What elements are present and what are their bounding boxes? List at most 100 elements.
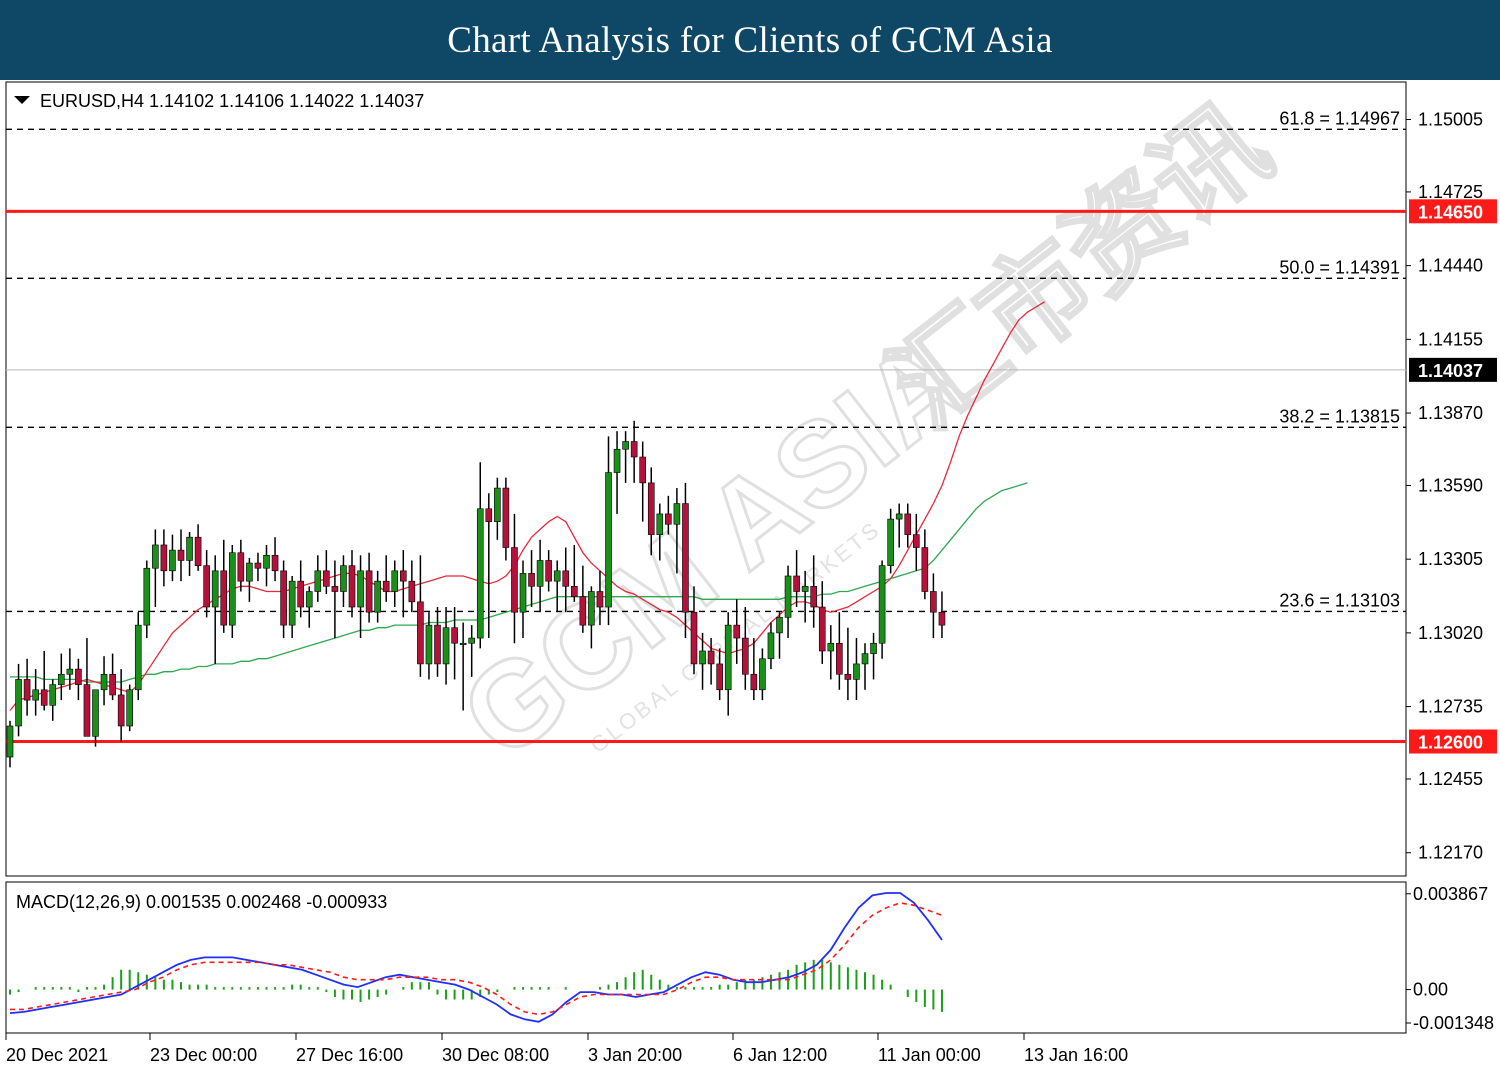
candle-body bbox=[921, 547, 929, 592]
price-layer: 61.8 = 1.14967 50.0 = 1.14391 38.2 = 1.138… bbox=[6, 108, 1406, 768]
candle-body bbox=[254, 562, 262, 569]
candle-body bbox=[399, 570, 407, 582]
candle-body bbox=[417, 601, 424, 665]
y-tick-label: 1.13020 bbox=[1418, 623, 1483, 643]
candle bbox=[442, 607, 450, 685]
candle-body bbox=[57, 673, 65, 685]
candle-body bbox=[861, 653, 869, 665]
candle-body bbox=[656, 513, 664, 535]
candle-body bbox=[365, 570, 373, 613]
fib-label-38.2: 38.2 = 1.13815 bbox=[1279, 406, 1400, 426]
candle bbox=[528, 550, 535, 608]
candle-body bbox=[716, 663, 723, 691]
support-tag-label: 1.12600 bbox=[1418, 733, 1483, 753]
candle-body bbox=[836, 642, 843, 675]
candle-body bbox=[750, 673, 758, 691]
candle bbox=[357, 555, 364, 639]
candle-body bbox=[382, 580, 390, 592]
fib-label-50.0: 50.0 = 1.14391 bbox=[1279, 257, 1400, 277]
x-tick-label: 3 Jan 20:00 bbox=[588, 1045, 682, 1065]
candle-body bbox=[6, 725, 14, 758]
candle bbox=[502, 477, 510, 561]
ma-slow-line bbox=[10, 482, 1028, 683]
candle-body bbox=[348, 565, 356, 608]
ma-fast-line bbox=[9, 301, 1045, 711]
candle-body bbox=[887, 518, 894, 566]
candle bbox=[921, 529, 929, 600]
candle bbox=[630, 420, 638, 483]
candle bbox=[570, 544, 578, 602]
candle bbox=[399, 550, 407, 618]
candle-body bbox=[49, 684, 57, 706]
candle-body bbox=[767, 632, 775, 660]
macd-line bbox=[9, 892, 943, 1023]
resistance-tag bbox=[1409, 199, 1497, 224]
y-tick-label: 1.13590 bbox=[1418, 475, 1483, 495]
current-price-tag-label: 1.14037 bbox=[1418, 361, 1483, 381]
candle bbox=[323, 550, 330, 595]
candle bbox=[340, 555, 347, 608]
candle bbox=[314, 555, 322, 602]
candle-body bbox=[186, 536, 193, 561]
candle bbox=[605, 436, 612, 626]
candle-body bbox=[570, 586, 578, 597]
candle bbox=[288, 575, 296, 639]
candle-body bbox=[904, 513, 912, 535]
candle-body bbox=[784, 575, 792, 618]
y-tick-label: 1.15005 bbox=[1418, 110, 1483, 130]
candle-body bbox=[878, 565, 886, 644]
candle bbox=[844, 627, 852, 701]
candle-body bbox=[331, 586, 339, 592]
candle bbox=[117, 669, 125, 742]
candle-body bbox=[673, 503, 681, 525]
candle bbox=[40, 650, 48, 711]
candle bbox=[451, 607, 458, 680]
candle bbox=[374, 570, 381, 623]
candle bbox=[211, 555, 219, 664]
candle bbox=[425, 612, 433, 680]
candle-body bbox=[280, 570, 287, 626]
candle-body bbox=[827, 642, 835, 652]
candle-body bbox=[930, 591, 937, 613]
candle bbox=[254, 552, 262, 582]
candle bbox=[519, 560, 527, 639]
candle-body bbox=[502, 487, 510, 548]
candle bbox=[545, 550, 552, 592]
candle bbox=[895, 503, 903, 548]
candle-body bbox=[211, 570, 219, 608]
macd-info: MACD(12,26,9) 0.001535 0.002468 -0.00093… bbox=[16, 892, 387, 912]
candle-body bbox=[938, 611, 946, 626]
candle bbox=[15, 663, 22, 737]
x-tick-label: 11 Jan 00:00 bbox=[878, 1045, 981, 1065]
candle bbox=[588, 586, 595, 649]
candle-body bbox=[895, 513, 903, 520]
fib-label-61.8: 61.8 = 1.14967 bbox=[1279, 108, 1400, 128]
candle-body bbox=[579, 596, 587, 626]
candle bbox=[801, 570, 809, 623]
candle bbox=[203, 550, 210, 618]
candle bbox=[647, 467, 655, 556]
candle-body bbox=[323, 570, 330, 587]
candle-body bbox=[630, 441, 638, 458]
candle-body bbox=[485, 508, 493, 522]
candle-body bbox=[425, 624, 433, 665]
candle-body bbox=[288, 580, 296, 626]
candle-body bbox=[451, 627, 458, 644]
candle bbox=[878, 560, 886, 659]
signal-line bbox=[10, 902, 943, 1016]
candle-body bbox=[442, 627, 450, 665]
candle-body bbox=[220, 570, 228, 626]
candle bbox=[861, 643, 869, 690]
candle bbox=[134, 612, 142, 701]
macd-layer bbox=[9, 892, 943, 1023]
candle bbox=[220, 539, 228, 633]
candle-body bbox=[169, 549, 176, 572]
candle-body bbox=[23, 679, 31, 701]
candle-body bbox=[459, 642, 467, 646]
candle bbox=[836, 612, 843, 690]
dropdown-triangle-icon[interactable] bbox=[14, 96, 30, 104]
candle-body bbox=[639, 456, 647, 484]
candle bbox=[331, 560, 339, 639]
candle bbox=[810, 555, 818, 628]
y-tick-label: 1.14440 bbox=[1418, 256, 1483, 276]
